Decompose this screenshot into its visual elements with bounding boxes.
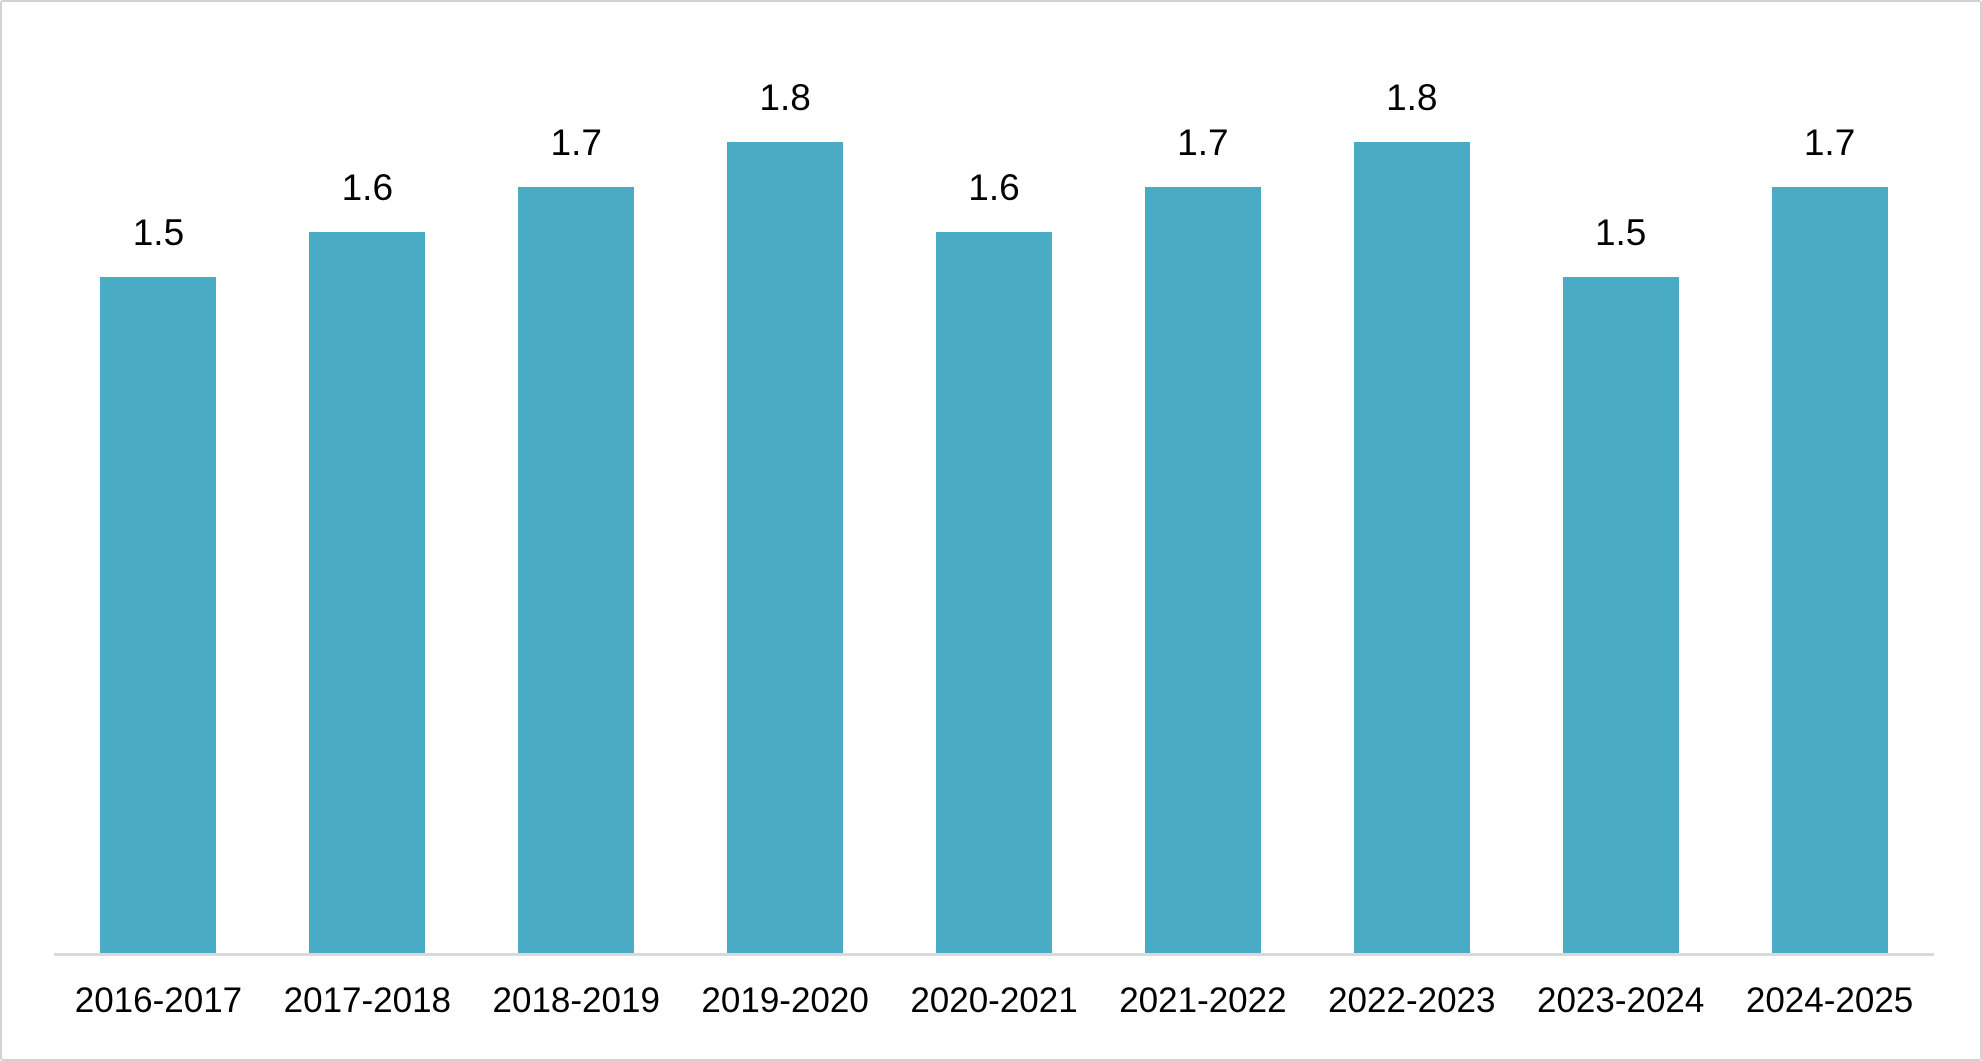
bar[interactable] bbox=[1144, 187, 1261, 953]
bar[interactable] bbox=[518, 187, 635, 953]
bar-group: 1.8 bbox=[1307, 52, 1516, 953]
bar-group: 1.7 bbox=[472, 52, 681, 953]
x-axis-label: 2021-2022 bbox=[1119, 981, 1287, 1020]
bar-group: 1.6 bbox=[890, 52, 1099, 953]
bar[interactable] bbox=[100, 277, 217, 953]
bar-group: 1.6 bbox=[263, 52, 472, 953]
x-axis-label: 2020-2021 bbox=[910, 981, 1078, 1020]
x-axis-label: 2016-2017 bbox=[74, 981, 243, 1020]
bars-row: 1.5 1.6 1.7 1.8 1.6 1.7 1.8 1.5 1.7 bbox=[54, 52, 1934, 953]
bar-group: 1.5 bbox=[54, 52, 263, 953]
bar[interactable] bbox=[309, 232, 426, 953]
bar-value-label: 1.5 bbox=[1594, 212, 1647, 254]
x-axis-label: 2017-2018 bbox=[283, 981, 452, 1020]
bar[interactable] bbox=[727, 142, 844, 953]
bar-value-label: 1.6 bbox=[341, 167, 394, 209]
x-axis-labels: 2016-2017 2017-2018 2018-2019 2019-2020 2020… bbox=[54, 980, 1934, 1022]
bar[interactable] bbox=[1562, 277, 1679, 953]
bar-group: 1.7 bbox=[1098, 52, 1307, 953]
bar[interactable] bbox=[936, 232, 1052, 953]
bar-value-label: 1.8 bbox=[1386, 77, 1438, 119]
bar-value-label: 1.7 bbox=[1803, 122, 1856, 164]
x-axis-label: 2024-2025 bbox=[1745, 981, 1914, 1020]
bar-value-label: 1.5 bbox=[132, 212, 185, 254]
bar-value-label: 1.7 bbox=[550, 122, 602, 164]
x-axis-label: 2018-2019 bbox=[492, 981, 660, 1020]
x-axis-label: 2023-2024 bbox=[1536, 981, 1705, 1020]
bar[interactable] bbox=[1353, 142, 1470, 953]
x-axis-label: 2022-2023 bbox=[1328, 981, 1496, 1020]
bar[interactable] bbox=[1771, 187, 1888, 953]
bar-value-label: 1.7 bbox=[1177, 122, 1229, 164]
bar-group: 1.8 bbox=[681, 52, 890, 953]
bar-group: 1.7 bbox=[1725, 52, 1934, 953]
bar-value-label: 1.6 bbox=[968, 167, 1020, 209]
plot-area: 1.5 1.6 1.7 1.8 1.6 1.7 1.8 1.5 1.7 bbox=[54, 52, 1934, 956]
bar-value-label: 1.8 bbox=[759, 77, 811, 119]
x-axis-label: 2019-2020 bbox=[701, 981, 869, 1020]
bar-group: 1.5 bbox=[1516, 52, 1725, 953]
